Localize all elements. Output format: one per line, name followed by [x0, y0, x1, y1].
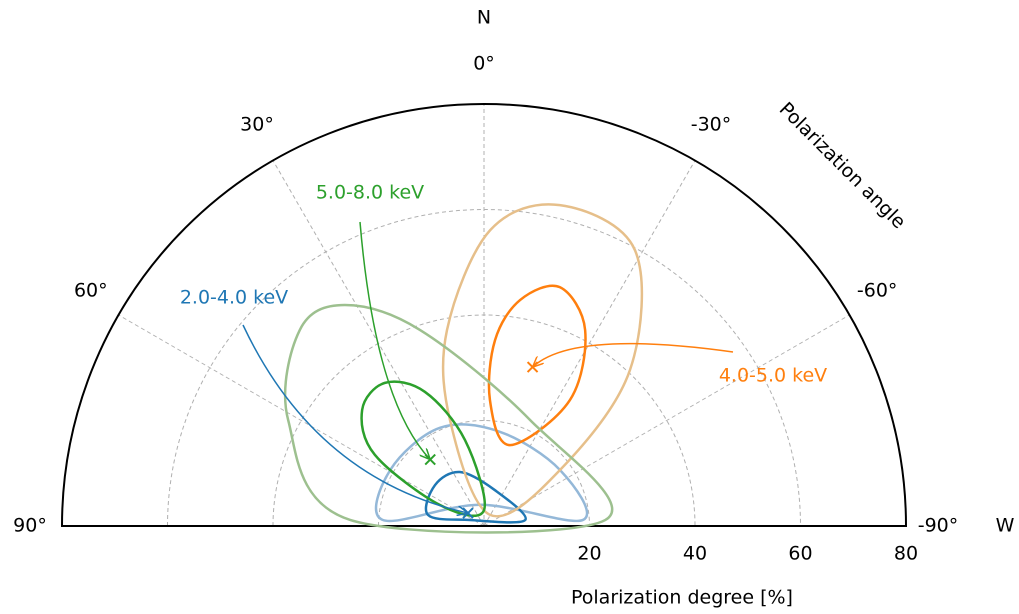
north-label: N — [477, 7, 491, 29]
angle-axis-label: Polarization angle — [775, 98, 910, 233]
r-tick-label: 60 — [788, 543, 812, 565]
r-tick-label: 20 — [577, 543, 601, 565]
contour — [283, 303, 614, 534]
theta-tick-label: -30° — [691, 113, 732, 135]
grid-circle — [167, 209, 801, 527]
grid-line — [118, 314, 485, 527]
theta-tick-label: 60° — [74, 280, 108, 302]
theta-tick-label: -60° — [857, 280, 898, 302]
radial-axis-label: Polarization degree [%] — [571, 587, 793, 609]
r-tick-label: 80 — [894, 543, 918, 565]
contour — [441, 203, 644, 518]
grid-line — [483, 160, 696, 527]
theta-tick-label: -90° — [918, 515, 959, 537]
arrow — [533, 342, 734, 367]
arrow — [242, 324, 468, 513]
contour — [360, 380, 487, 518]
frame — [60, 103, 908, 527]
contour — [424, 470, 527, 524]
arrow — [359, 221, 430, 460]
theta-tick-label: 90° — [13, 515, 47, 537]
west-label: W — [996, 515, 1015, 537]
series-label: 5.0-8.0 keV — [316, 182, 424, 204]
series-label: 4.0-5.0 keV — [719, 365, 827, 387]
theta-tick-label: 30° — [240, 113, 274, 135]
theta-tick-label: 0° — [473, 53, 495, 75]
grid-line — [483, 314, 850, 527]
r-tick-label: 40 — [683, 543, 707, 565]
series-label: 2.0-4.0 keV — [180, 287, 288, 309]
grid-circle — [378, 420, 590, 527]
contour — [487, 284, 587, 447]
